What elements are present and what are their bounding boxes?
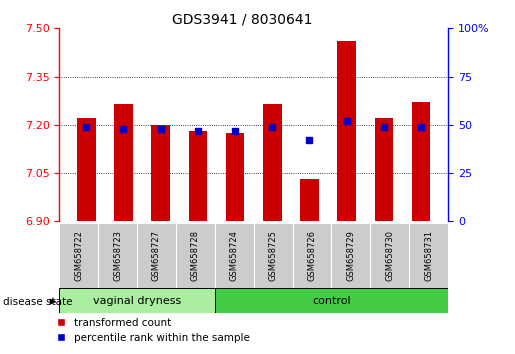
Bar xyxy=(137,223,176,289)
Bar xyxy=(77,118,95,221)
Bar xyxy=(300,179,319,221)
Text: GSM658727: GSM658727 xyxy=(152,230,161,281)
Text: GSM658731: GSM658731 xyxy=(424,230,433,281)
Bar xyxy=(59,223,98,289)
Text: GSM658722: GSM658722 xyxy=(74,230,83,281)
Text: disease state: disease state xyxy=(3,297,72,307)
Bar xyxy=(151,125,170,221)
Bar xyxy=(114,104,133,221)
Text: control: control xyxy=(312,296,351,306)
Text: GSM658725: GSM658725 xyxy=(269,230,278,281)
Bar xyxy=(293,223,332,289)
Bar xyxy=(253,223,293,289)
Bar xyxy=(226,133,244,221)
Bar xyxy=(370,223,409,289)
Text: GSM658730: GSM658730 xyxy=(385,230,394,281)
Text: GSM658723: GSM658723 xyxy=(113,230,122,281)
Bar xyxy=(412,102,431,221)
Bar xyxy=(337,41,356,221)
Legend: transformed count, percentile rank within the sample: transformed count, percentile rank withi… xyxy=(52,314,254,347)
Text: GSM658729: GSM658729 xyxy=(347,230,355,281)
Bar xyxy=(215,223,253,289)
Bar xyxy=(374,118,393,221)
Text: GSM658726: GSM658726 xyxy=(307,230,316,281)
Bar xyxy=(215,288,448,313)
Text: vaginal dryness: vaginal dryness xyxy=(93,296,181,306)
Text: GSM658724: GSM658724 xyxy=(230,230,238,281)
Bar xyxy=(59,288,215,313)
Bar xyxy=(409,223,448,289)
Bar xyxy=(263,104,282,221)
Bar xyxy=(332,223,370,289)
Text: GSM658728: GSM658728 xyxy=(191,230,200,281)
Bar xyxy=(176,223,215,289)
Text: GDS3941 / 8030641: GDS3941 / 8030641 xyxy=(172,12,312,27)
Bar xyxy=(188,131,207,221)
Bar xyxy=(98,223,137,289)
